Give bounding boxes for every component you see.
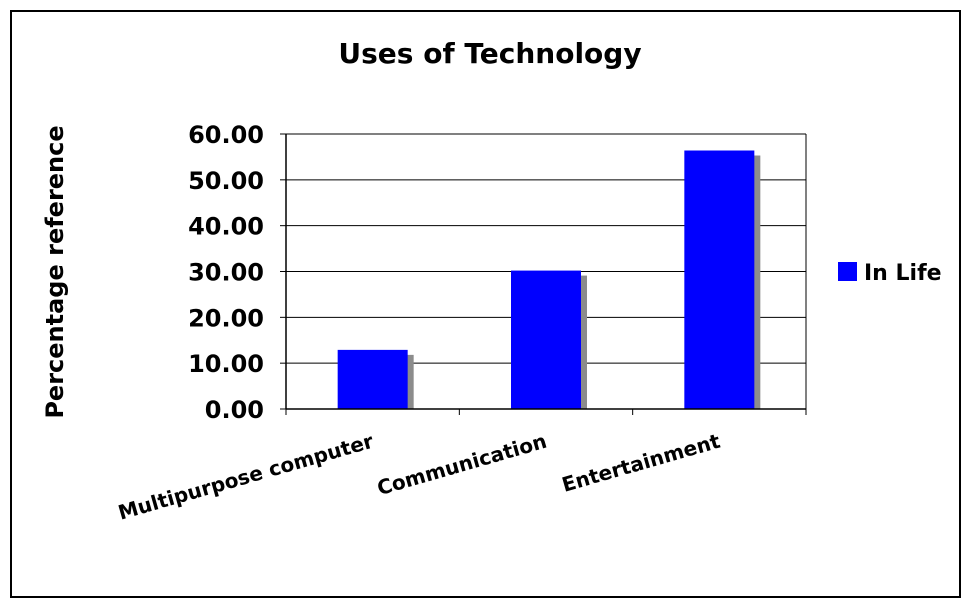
legend: In Life	[838, 261, 942, 286]
y-tick-label: 30.00	[188, 259, 264, 287]
bar	[337, 349, 408, 409]
legend-swatch	[838, 262, 857, 281]
y-tick-label: 50.00	[188, 167, 264, 195]
y-tick-label: 20.00	[188, 304, 264, 332]
bar	[511, 270, 581, 409]
legend-label: In Life	[864, 261, 942, 286]
axes	[280, 133, 807, 415]
bar	[684, 150, 755, 409]
chart-title: Uses of Technology	[338, 37, 641, 70]
x-tick-label: Communication	[374, 429, 549, 500]
bars	[337, 150, 761, 409]
y-tick-label: 0.00	[205, 396, 264, 424]
x-tick-label: Entertainment	[559, 429, 723, 497]
y-axis-label: Percentage reference	[41, 125, 69, 418]
x-tick-label: Multipurpose computer	[115, 429, 376, 525]
y-tick-label: 40.00	[188, 213, 264, 241]
y-tick-label: 10.00	[188, 350, 264, 378]
chart-frame	[10, 10, 961, 598]
y-tick-labels: 0.00 10.00 20.00 30.00 40.00 50.00 60.00	[188, 121, 264, 424]
y-tick-label: 60.00	[188, 121, 264, 149]
